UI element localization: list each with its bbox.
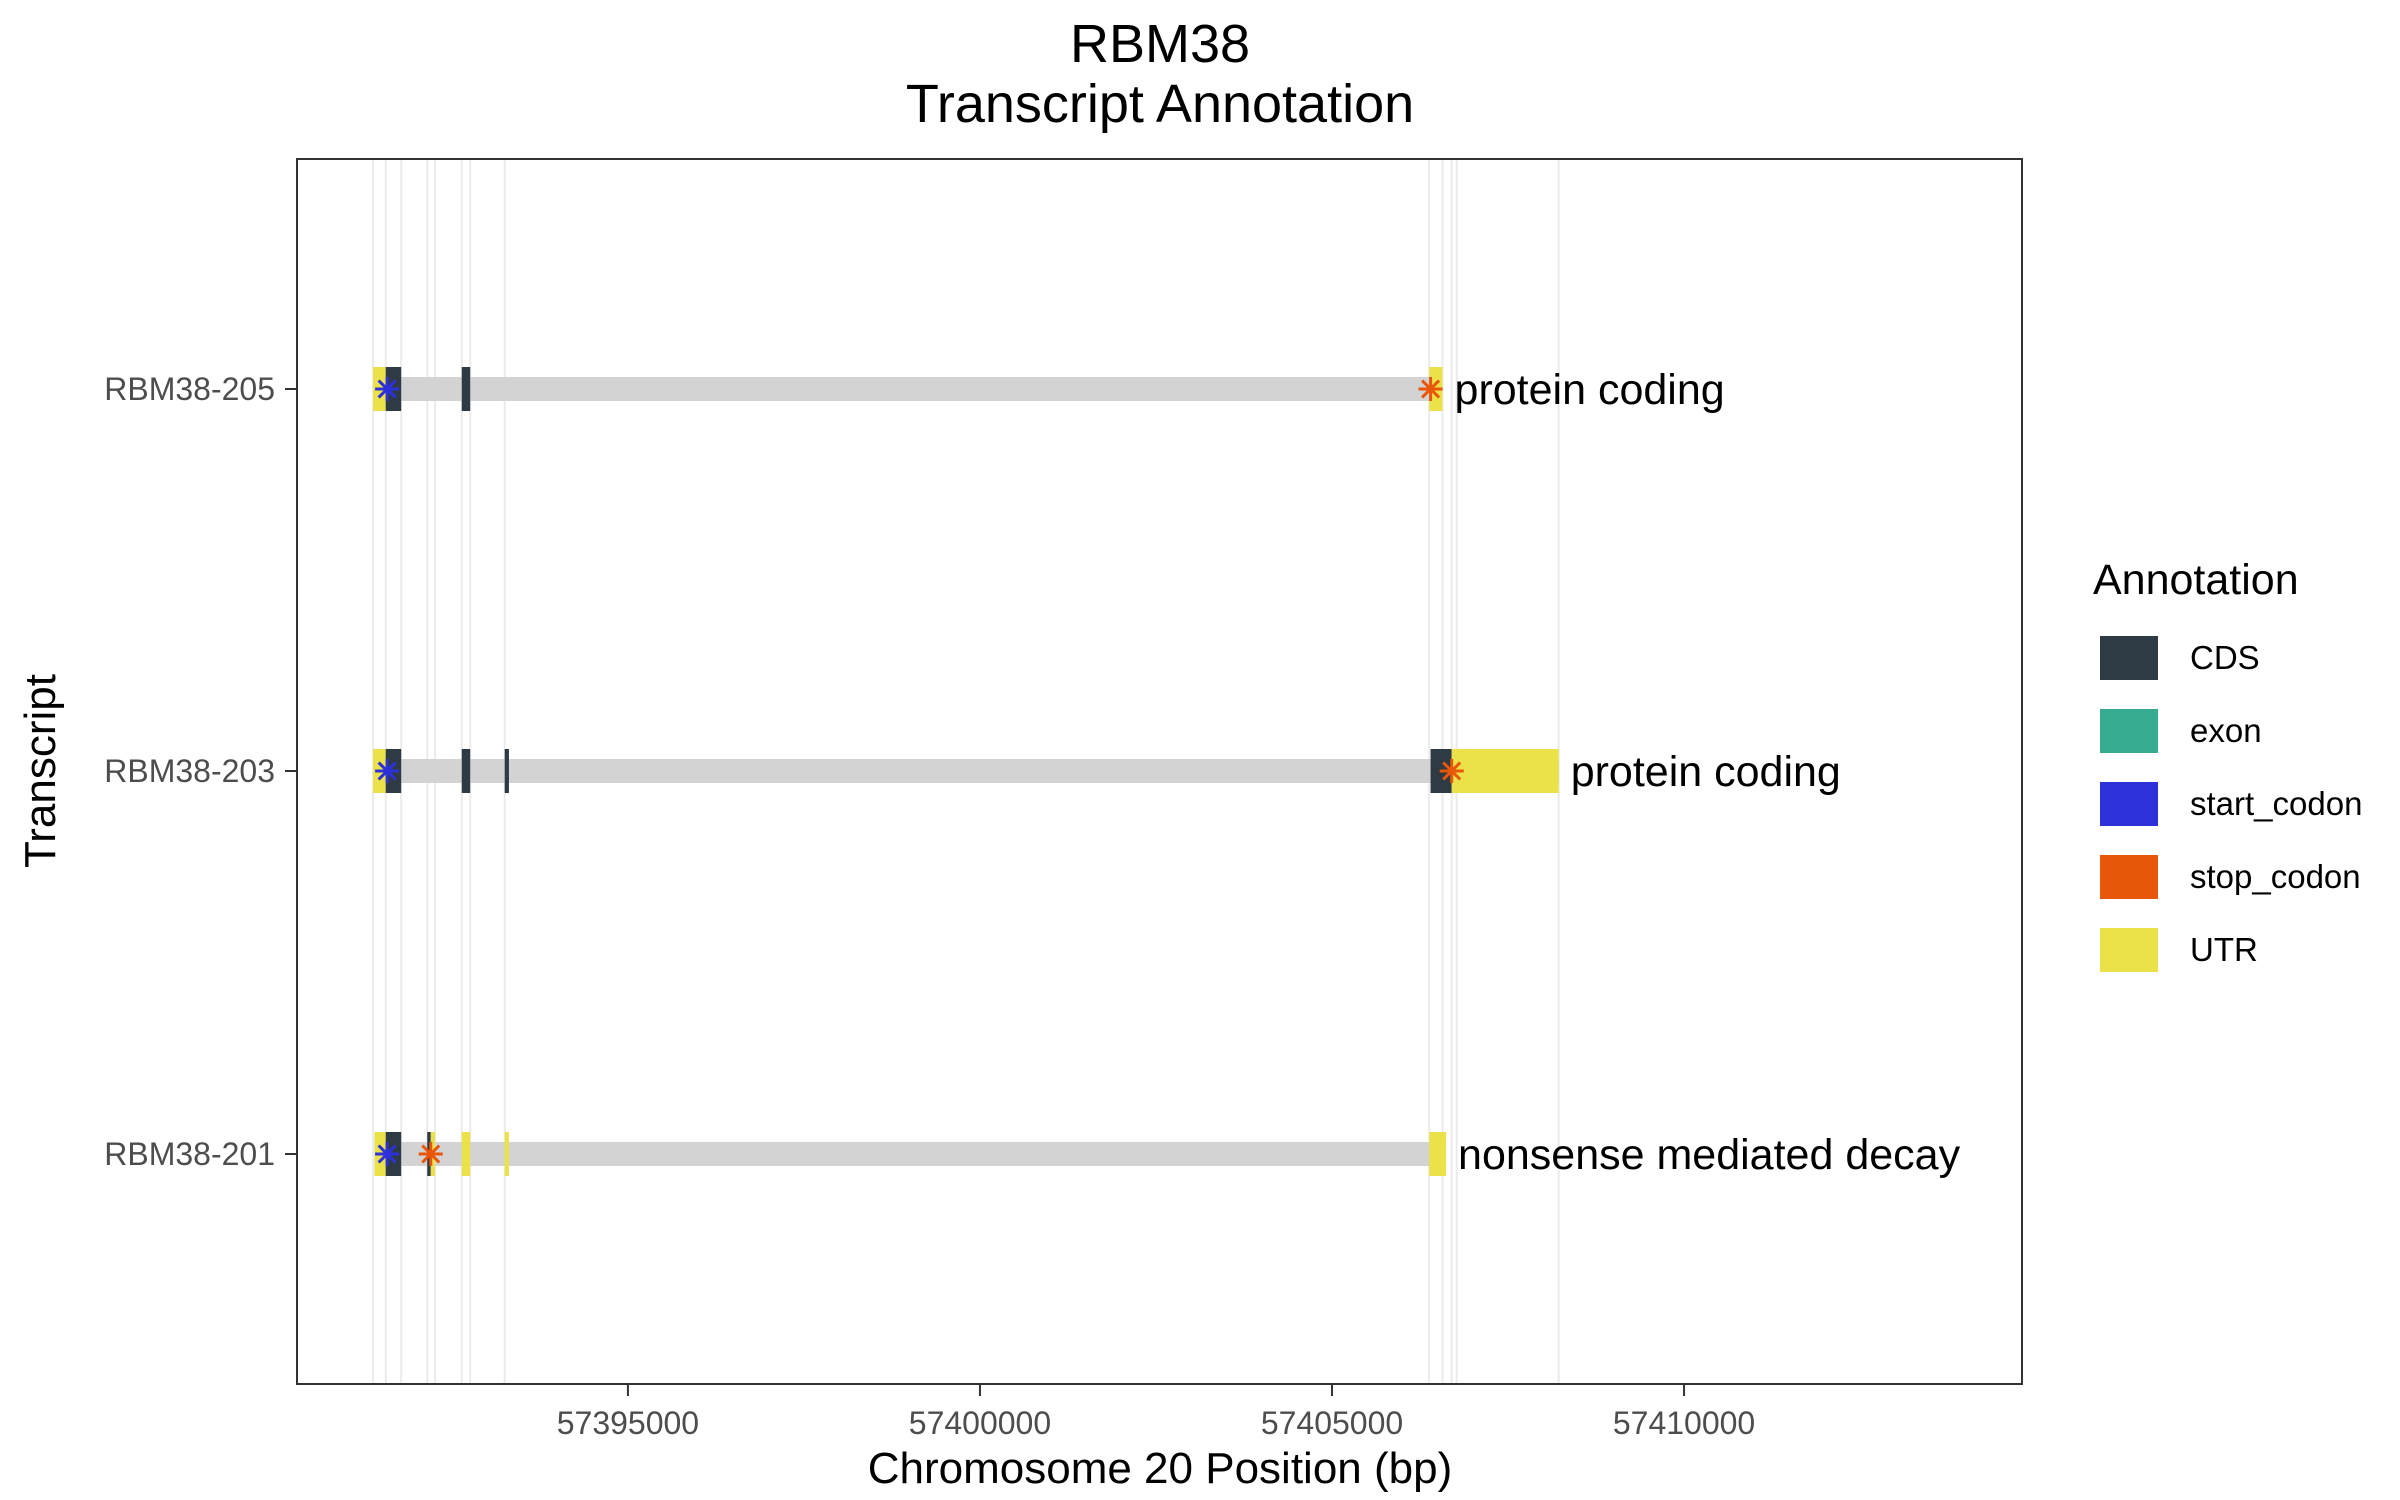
x-tick-label: 57395000 <box>557 1405 699 1441</box>
stop-codon-marker <box>418 1142 443 1166</box>
x-tick-label: 57405000 <box>1261 1405 1403 1441</box>
transcript-tracks <box>373 367 1559 1176</box>
intron-line <box>374 1142 1447 1166</box>
start-codon-marker-stroke <box>377 379 397 399</box>
start-codon-marker <box>375 1142 400 1166</box>
intron-line <box>373 759 1559 783</box>
legend-key <box>2100 709 2158 753</box>
y-axis-ticks: RBM38-205 RBM38-203 RBM38-201 <box>104 371 297 1172</box>
x-axis-title: Chromosome 20 Position (bp) <box>868 1444 1452 1493</box>
utr-block <box>461 1132 471 1176</box>
start-codon-marker <box>375 759 400 783</box>
codon-markers <box>375 377 1464 1166</box>
x-axis-ticks: 57395000 57400000 57405000 57410000 <box>557 1384 1755 1441</box>
start-codon-marker <box>375 377 400 401</box>
cds-block <box>504 749 509 793</box>
start-codon-marker-stroke <box>377 761 397 781</box>
legend: Annotation CDS exon start_codon stop_codon U… <box>2093 556 2362 972</box>
cds-block <box>461 749 471 793</box>
utr-block <box>1451 749 1559 793</box>
intron-line <box>373 377 1443 401</box>
legend-key <box>2100 928 2158 972</box>
chart-title: RBM38 <box>1070 14 1250 74</box>
transcript-type-label: nonsense mediated decay <box>1458 1131 1961 1179</box>
stop-codon-marker <box>1418 377 1443 401</box>
x-tick-label: 57410000 <box>1613 1405 1755 1441</box>
x-tick-label: 57400000 <box>909 1405 1051 1441</box>
legend-title: Annotation <box>2093 556 2299 604</box>
y-tick-label: RBM38-203 <box>104 753 275 789</box>
transcript-type-label: protein coding <box>1455 366 1725 414</box>
utr-block <box>1429 1132 1447 1176</box>
y-axis-title: Transcript <box>16 674 65 868</box>
start-codon-marker-stroke <box>377 1144 397 1164</box>
legend-label: CDS <box>2190 639 2260 676</box>
legend-label: exon <box>2190 712 2262 749</box>
utr-block <box>504 1132 509 1176</box>
legend-items: CDS exon start_codon stop_codon UTR <box>2100 636 2362 972</box>
stop-codon-marker-stroke <box>421 1144 441 1164</box>
legend-key <box>2100 782 2158 826</box>
legend-key <box>2100 855 2158 899</box>
stop-codon-marker <box>1439 759 1464 783</box>
stop-codon-marker-stroke <box>1442 761 1462 781</box>
y-tick-label: RBM38-205 <box>104 371 275 407</box>
transcript-type-label: protein coding <box>1571 748 1841 796</box>
legend-label: stop_codon <box>2190 858 2361 895</box>
chart-subtitle: Transcript Annotation <box>906 74 1414 134</box>
legend-label: start_codon <box>2190 785 2362 822</box>
cds-block <box>461 367 471 411</box>
transcript-type-labels: protein coding protein coding nonsense med… <box>1455 366 1961 1179</box>
legend-key <box>2100 636 2158 680</box>
legend-label: UTR <box>2190 931 2258 968</box>
stop-codon-marker-stroke <box>1421 379 1441 399</box>
y-tick-label: RBM38-201 <box>104 1136 275 1172</box>
